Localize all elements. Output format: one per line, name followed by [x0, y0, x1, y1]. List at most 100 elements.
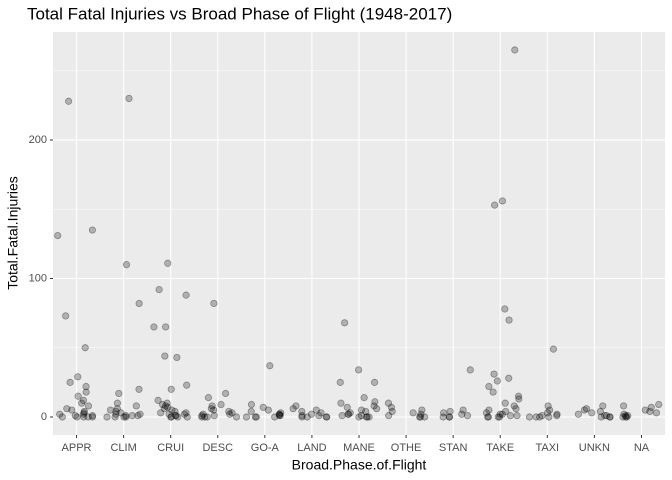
y-axis-title: Total.Fatal.Injuries: [5, 176, 21, 290]
point: [203, 413, 211, 421]
point: [505, 316, 513, 324]
point: [641, 406, 649, 414]
point: [135, 385, 143, 393]
point: [346, 409, 354, 417]
point: [88, 413, 97, 421]
point: [338, 412, 346, 420]
point: [172, 412, 180, 420]
point: [312, 406, 320, 414]
point: [502, 407, 510, 416]
point: [275, 410, 283, 418]
point: [128, 412, 136, 420]
point: [182, 409, 190, 417]
y-tick-label: 100: [29, 272, 47, 284]
point: [445, 413, 454, 421]
point: [88, 226, 96, 234]
point: [171, 407, 179, 416]
point: [117, 409, 125, 417]
point: [154, 396, 162, 404]
point: [553, 412, 561, 420]
point: [343, 403, 351, 411]
point: [485, 382, 493, 391]
point: [514, 392, 523, 400]
point: [387, 403, 396, 411]
point: [459, 406, 467, 414]
point: [298, 412, 306, 420]
point: [418, 406, 426, 414]
point: [445, 413, 453, 421]
x-tick-label: LAND: [297, 442, 326, 454]
point: [168, 406, 176, 414]
point: [74, 373, 82, 381]
point: [56, 410, 64, 418]
point: [580, 406, 589, 414]
point: [505, 374, 513, 382]
point: [247, 407, 255, 416]
point: [164, 403, 172, 411]
point: [362, 413, 371, 421]
point: [79, 396, 88, 404]
point: [161, 352, 169, 360]
point: [158, 400, 167, 409]
point: [574, 410, 582, 418]
x-tick-label: GO-A: [251, 442, 280, 454]
point: [183, 413, 191, 421]
point: [355, 413, 363, 421]
point: [373, 405, 381, 413]
point: [546, 406, 554, 414]
point: [150, 323, 158, 331]
point: [370, 378, 379, 386]
point: [81, 344, 89, 352]
point: [496, 410, 504, 418]
point: [532, 413, 540, 421]
point: [259, 403, 267, 411]
point: [266, 362, 274, 370]
point: [622, 412, 630, 420]
point: [463, 412, 472, 420]
point: [204, 394, 212, 402]
marks: [54, 46, 663, 421]
point: [228, 409, 236, 417]
point: [388, 407, 396, 416]
point: [409, 409, 417, 417]
x-tick-label: UNKN: [579, 442, 610, 454]
point: [545, 413, 553, 421]
point: [182, 291, 190, 299]
point: [357, 412, 366, 420]
point: [122, 413, 130, 421]
point: [606, 413, 614, 421]
point: [88, 412, 97, 420]
point: [582, 405, 591, 413]
point: [292, 402, 300, 410]
point: [136, 410, 144, 418]
point: [82, 388, 90, 396]
point: [251, 413, 259, 421]
point: [344, 410, 353, 418]
point: [513, 412, 521, 420]
point: [501, 305, 509, 313]
x-tick-label: MANE: [343, 442, 375, 454]
point: [289, 405, 297, 413]
chart-title: Total Fatal Injuries vs Broad Phase of F…: [27, 4, 452, 23]
point: [494, 413, 502, 421]
point: [217, 400, 225, 409]
point: [198, 412, 206, 420]
x-tick-label: APPR: [62, 442, 92, 454]
point: [122, 261, 131, 269]
x-tick-label: CRUI: [157, 442, 184, 454]
point: [113, 405, 121, 413]
point: [588, 409, 596, 417]
point: [62, 312, 70, 320]
x-tick-label: STAN: [439, 442, 468, 454]
point: [495, 413, 504, 421]
point: [365, 413, 373, 421]
point: [135, 299, 143, 308]
point: [242, 413, 251, 421]
point: [307, 410, 316, 418]
point: [416, 413, 424, 421]
point: [543, 409, 552, 417]
point: [493, 377, 501, 385]
point: [498, 410, 506, 418]
point: [620, 410, 628, 418]
